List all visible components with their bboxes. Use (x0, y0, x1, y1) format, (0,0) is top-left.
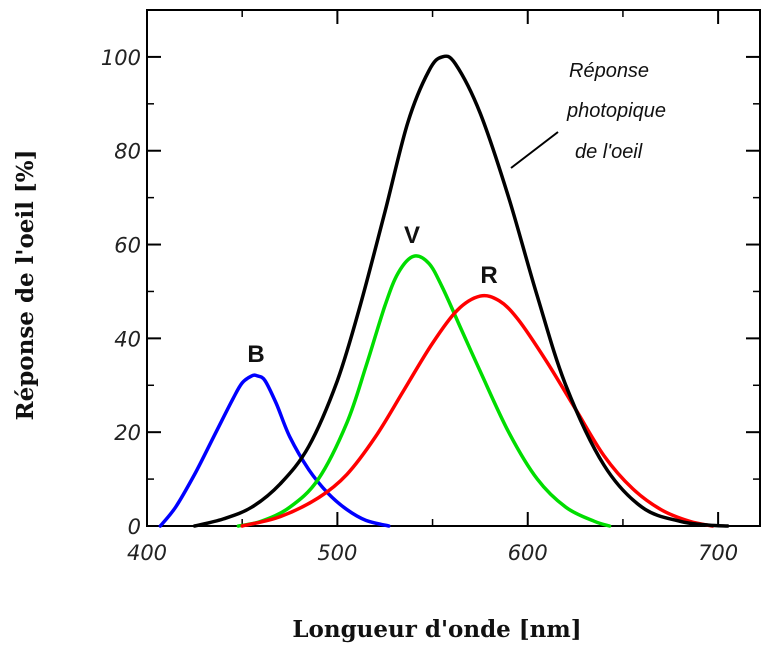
photopic-annotation-line-2: photopique (566, 100, 666, 122)
plot-frame (146, 9, 761, 527)
curve-b (158, 373, 391, 528)
y-tick-label: 100 (101, 46, 141, 70)
photopic-annotation-line-3: de l'oeil (575, 141, 643, 163)
plot-border (146, 9, 761, 527)
curve-label-b: B (247, 341, 264, 368)
y-axis-title: Réponse de l'oeil [%] (12, 149, 39, 420)
curves (158, 54, 730, 528)
x-axis-title: Longueur d'onde [nm] (292, 616, 581, 643)
curve-r (240, 293, 715, 528)
curve-label-r: R (480, 262, 497, 289)
curve-label-v: V (404, 222, 420, 249)
labels: Longueur d'onde [nm] Réponse de l'oeil [… (12, 60, 666, 643)
x-tick-label: 600 (508, 541, 548, 565)
axis-ticks: 400 500 600 700 0 20 40 60 80 100 (101, 9, 760, 565)
y-tick-label: 60 (114, 234, 141, 258)
y-tick-label: 0 (128, 515, 141, 539)
photopic-annotation-leader (510, 131, 559, 169)
y-tick-label: 40 (114, 327, 141, 351)
curve-v (236, 254, 612, 528)
x-tick-label: 500 (317, 541, 357, 565)
y-tick-label: 20 (114, 421, 141, 445)
x-tick-label: 400 (127, 541, 167, 565)
photopic-annotation-line-1: Réponse (569, 60, 649, 82)
curve-photopic (192, 54, 730, 528)
y-tick-label: 80 (114, 140, 141, 164)
x-tick-label: 700 (698, 541, 738, 565)
